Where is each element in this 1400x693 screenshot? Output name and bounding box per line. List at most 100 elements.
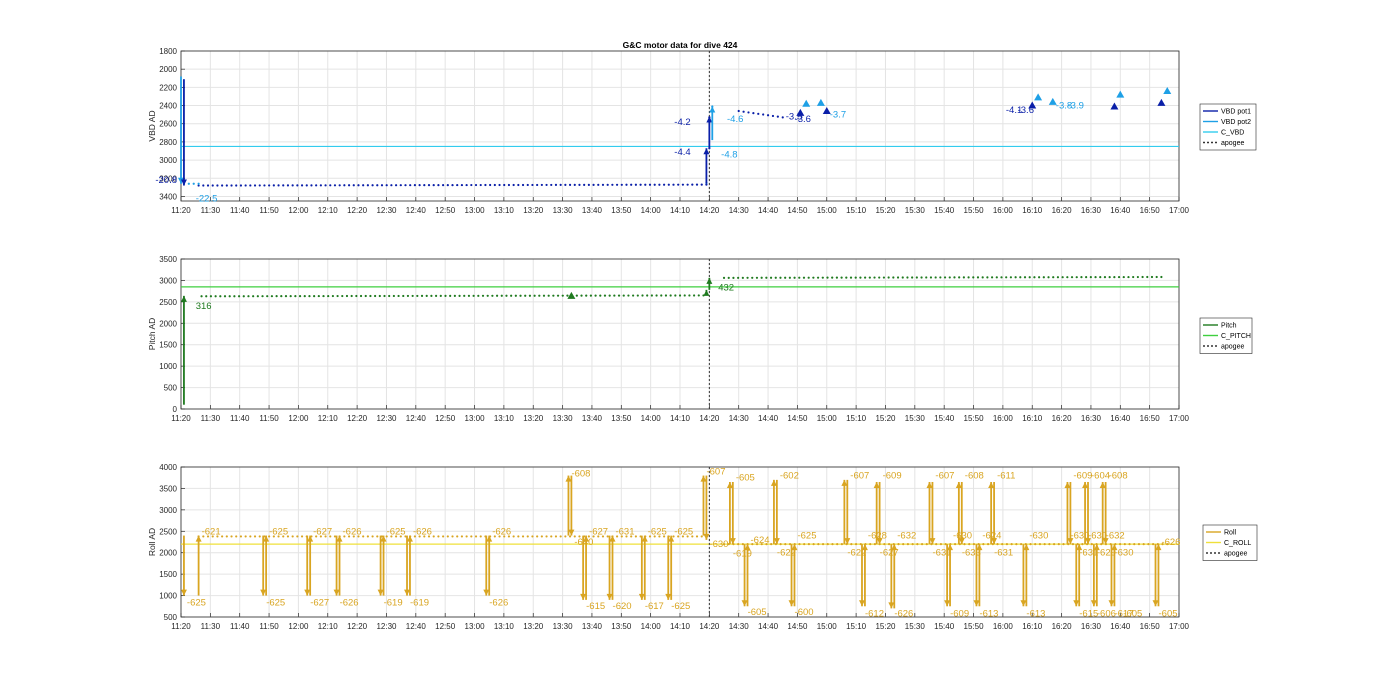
vbd-move-arrowhead: [703, 148, 710, 155]
pitch-data-point: [524, 294, 527, 297]
roll-data-point: [479, 535, 482, 538]
vbd-data-point: [512, 183, 515, 187]
vbd-xtick-label: 14:10: [670, 206, 691, 215]
vbd-data-point: [644, 183, 647, 186]
pitch-data-point: [369, 294, 372, 298]
roll-data-point: [352, 535, 355, 538]
roll-data-label: -631: [994, 548, 1013, 559]
pitch-data-label: 432: [718, 283, 734, 294]
roll-data-point: [817, 543, 820, 546]
vbd-ytick-label: 2400: [159, 102, 177, 111]
roll-move-arrowhead: [180, 589, 187, 596]
pitch-data-point: [934, 276, 937, 279]
pitch-data-point: [1075, 276, 1078, 279]
vbd-data-point: [587, 183, 590, 186]
pitch-data-point: [477, 294, 480, 297]
roll-data-point: [630, 535, 633, 538]
pitch-data-point: [463, 294, 466, 297]
pitch-xtick-label: 13:30: [553, 414, 574, 423]
vbd-data-point: [507, 183, 511, 187]
pitch-data-point: [214, 295, 217, 298]
pitch-data-point: [1019, 276, 1022, 279]
roll-move-arrowhead: [333, 589, 340, 596]
roll-data-point: [249, 535, 252, 538]
roll-move-arrowhead: [888, 602, 895, 609]
vbd-data-point: [211, 184, 214, 187]
vbd-data-point: [615, 183, 619, 186]
roll-move-arrowhead: [406, 535, 413, 542]
pitch-data-point: [655, 294, 658, 297]
pitch-data-point: [359, 294, 363, 298]
pitch-data-point: [1099, 276, 1102, 279]
roll-data-point: [873, 543, 877, 546]
pitch-data-point: [1150, 275, 1154, 279]
roll-data-point: [939, 543, 943, 546]
pitch-data-point: [491, 294, 494, 297]
pitch-data-point: [835, 276, 838, 279]
roll-xtick-label: 12:00: [288, 622, 309, 631]
roll-data-point: [620, 535, 623, 538]
roll-xtick-label: 13:10: [494, 622, 515, 631]
pitch-data-point: [769, 276, 773, 279]
roll-move-arrowhead: [336, 535, 343, 542]
roll-data-point: [1015, 543, 1018, 546]
pitch-data-point: [929, 276, 933, 279]
roll-data-label: -625: [797, 531, 816, 542]
pitch-move-arrowhead: [703, 289, 710, 296]
vbd-data-point: [187, 182, 190, 185]
roll-move-arrowhead: [380, 535, 387, 542]
pitch-data-point: [1038, 276, 1041, 279]
vbd-data-point: [700, 183, 703, 186]
pitch-data-point: [622, 294, 625, 297]
roll-data-point: [686, 535, 689, 538]
pitch-data-point: [495, 294, 499, 297]
vbd-data-point: [742, 110, 745, 113]
pitch-data-point: [1080, 276, 1083, 279]
roll-ytick-label: 2500: [159, 527, 177, 536]
vbd-marker: [1048, 97, 1057, 105]
vbd-data-point: [691, 183, 694, 186]
pitch-data-point: [741, 276, 744, 279]
vbd-xtick-label: 17:00: [1169, 206, 1190, 215]
vbd-data-point: [300, 184, 304, 187]
pitch-data-point: [374, 294, 377, 298]
roll-move-arrowhead: [744, 544, 751, 551]
pitch-data-point: [406, 294, 410, 298]
roll-data-point: [887, 543, 891, 546]
roll-data-point: [427, 535, 431, 538]
vbd-data-point: [347, 184, 351, 187]
pitch-data-point: [261, 295, 264, 298]
vbd-data-point: [319, 184, 322, 187]
pitch-data-point: [327, 294, 330, 298]
roll-data-point: [1034, 543, 1037, 546]
roll-data-point: [329, 535, 332, 538]
roll-data-label: -626: [489, 597, 508, 608]
roll-data-point: [1057, 543, 1060, 546]
roll-data-label: -612: [865, 609, 884, 620]
vbd-data-point: [620, 183, 623, 186]
pitch-data-label: 316: [196, 301, 212, 312]
pitch-data-point: [669, 294, 672, 297]
roll-data-point: [437, 535, 440, 538]
roll-move-arrowhead: [947, 544, 954, 551]
roll-data-point: [944, 543, 947, 546]
pitch-data-point: [779, 276, 782, 279]
roll-data-point: [268, 535, 271, 538]
roll-data-label: -627: [589, 526, 608, 537]
vbd-data-point: [470, 183, 473, 187]
vbd-data-point: [221, 184, 224, 187]
pitch-data-point: [219, 295, 222, 298]
roll-move-arrowhead: [1085, 538, 1092, 545]
vbd-data-point: [771, 114, 775, 118]
roll-data-point: [498, 535, 501, 538]
pitch-data-point: [646, 294, 649, 297]
vbd-xtick-label: 14:40: [758, 206, 779, 215]
pitch-xtick-label: 15:30: [905, 414, 926, 423]
roll-move-arrowhead: [606, 593, 613, 600]
vbd-xtick-label: 15:20: [875, 206, 896, 215]
roll-data-point: [672, 535, 675, 538]
roll-data-label: -609: [1073, 471, 1092, 482]
pitch-xtick-label: 13:50: [611, 414, 632, 423]
roll-move-arrowhead: [926, 482, 933, 488]
pitch-legend-label: Pitch: [1221, 323, 1237, 330]
